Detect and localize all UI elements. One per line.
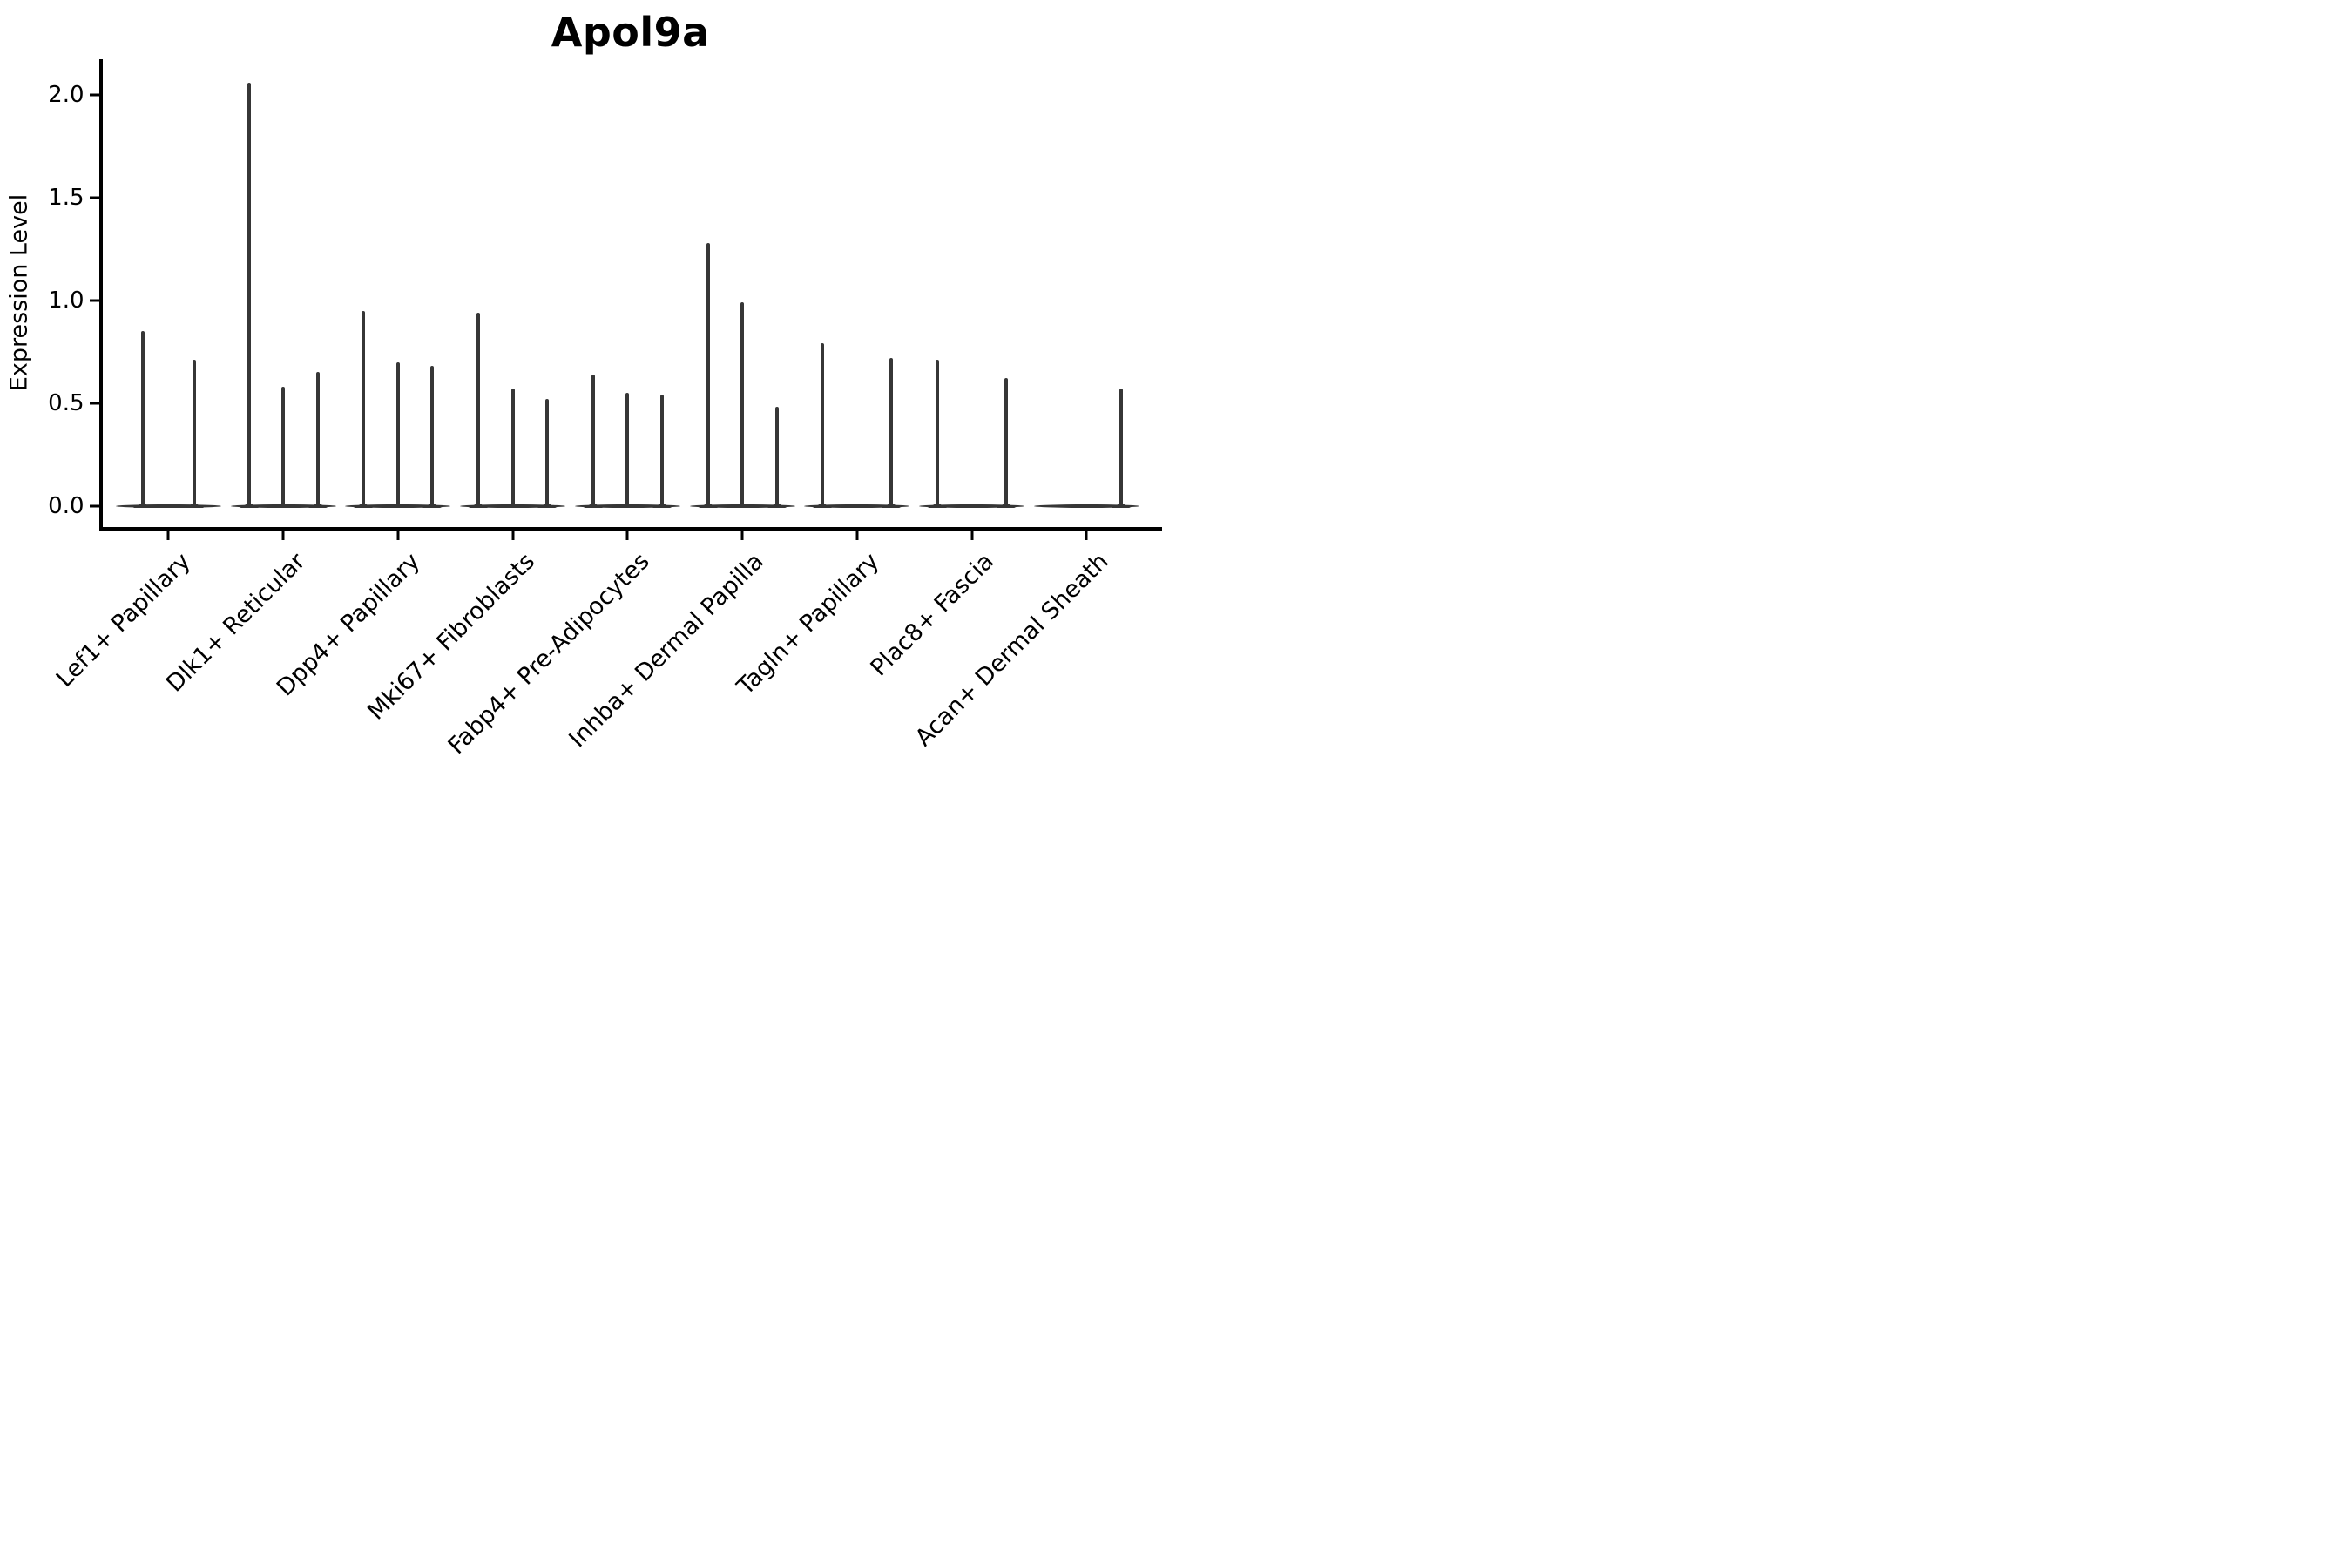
y-axis-spine: [98, 58, 103, 527]
y-tick-label: 0.5: [48, 389, 84, 416]
y-tick-label: 0.0: [48, 492, 84, 519]
violin-spike: [774, 407, 779, 507]
chart-title: Apol9a: [551, 8, 710, 56]
violin-baseline: [804, 504, 910, 508]
x-tick: [855, 530, 859, 540]
y-tick: [89, 93, 99, 97]
violin-spike: [140, 331, 145, 507]
violin-spike: [706, 243, 710, 507]
x-tick: [625, 530, 629, 540]
violin-spike: [1119, 389, 1123, 507]
violin-baseline: [115, 504, 221, 508]
y-tick-label: 1.0: [48, 287, 84, 314]
y-tick: [89, 196, 99, 199]
violin-spike: [889, 357, 894, 507]
chart-container: Apol9a Expression Level 0.0 0.5 1.0 1.5 2.0 L…: [0, 0, 1176, 784]
x-tick: [1085, 530, 1088, 540]
x-tick: [511, 530, 515, 540]
y-tick: [89, 402, 99, 405]
violin-spike: [362, 310, 366, 507]
x-tick: [740, 530, 744, 540]
violin-spike: [430, 366, 435, 507]
violin-spike: [545, 399, 550, 507]
y-tick: [89, 299, 99, 302]
x-axis-spine: [98, 526, 1162, 531]
violin-spike: [281, 386, 286, 507]
x-tick-label-text: Fabp4+ Pre-Adipocytes: [443, 547, 655, 760]
violin-baseline: [1033, 504, 1139, 508]
violin-spike: [395, 362, 400, 507]
y-tick-label: 2.0: [48, 82, 84, 109]
violin-spike: [476, 313, 481, 507]
violin-spike: [247, 83, 251, 507]
violin-baseline: [919, 504, 1025, 508]
violin-spike: [821, 343, 825, 507]
x-tick-label-text: Inhba+ Dermal Papilla: [564, 547, 770, 753]
violin-spike: [315, 372, 320, 507]
violin-spike: [659, 395, 664, 507]
violin-spike: [936, 360, 940, 507]
violin-spike: [192, 360, 196, 507]
violin-spike: [591, 374, 595, 507]
violin-spike: [510, 389, 515, 507]
y-tick: [89, 504, 99, 507]
y-tick-label: 1.5: [48, 185, 84, 212]
x-tick: [281, 530, 285, 540]
x-tick: [970, 530, 974, 540]
x-tick-label-text: Acan+ Dermal Sheath: [909, 547, 1114, 752]
violin-spike: [1004, 378, 1009, 507]
x-tick: [396, 530, 400, 540]
violin-spike: [625, 392, 630, 507]
x-tick-label-text: Plac8+ Fascia: [865, 547, 999, 682]
x-tick: [166, 530, 170, 540]
violin-spike: [740, 302, 745, 507]
